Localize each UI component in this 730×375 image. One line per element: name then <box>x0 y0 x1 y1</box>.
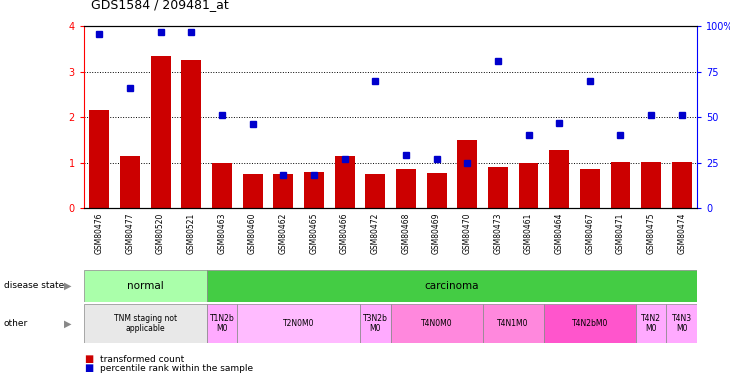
Text: GDS1584 / 209481_at: GDS1584 / 209481_at <box>91 0 229 11</box>
Bar <box>365 174 385 208</box>
Bar <box>84 304 207 343</box>
Text: ▶: ▶ <box>64 318 72 328</box>
Bar <box>641 162 661 208</box>
Text: GSM80463: GSM80463 <box>218 213 226 254</box>
Bar <box>636 304 666 343</box>
Bar <box>457 140 477 208</box>
Text: GSM80471: GSM80471 <box>616 213 625 254</box>
Text: GSM80474: GSM80474 <box>677 213 686 254</box>
Text: ■: ■ <box>84 354 93 364</box>
Bar <box>391 304 483 343</box>
Text: GSM80466: GSM80466 <box>340 213 349 254</box>
Bar <box>549 150 569 208</box>
Text: normal: normal <box>127 281 164 291</box>
Bar <box>488 167 508 208</box>
Text: T4N0M0: T4N0M0 <box>420 319 453 328</box>
Bar <box>212 163 232 208</box>
Text: T4N2bM0: T4N2bM0 <box>572 319 608 328</box>
Text: other: other <box>4 319 28 328</box>
Bar <box>89 110 110 208</box>
Bar <box>150 56 171 208</box>
Bar <box>334 156 355 208</box>
Text: T3N2b
M0: T3N2b M0 <box>363 314 388 333</box>
Text: GSM80476: GSM80476 <box>95 213 104 254</box>
Text: GSM80521: GSM80521 <box>187 213 196 254</box>
Text: T4N1M0: T4N1M0 <box>497 319 529 328</box>
Bar <box>360 304 391 343</box>
Text: TNM staging not
applicable: TNM staging not applicable <box>114 314 177 333</box>
Text: GSM80467: GSM80467 <box>585 213 594 254</box>
Text: GSM80475: GSM80475 <box>647 213 656 254</box>
Text: GSM80469: GSM80469 <box>432 213 441 254</box>
Text: GSM80473: GSM80473 <box>493 213 502 254</box>
Bar <box>426 173 447 208</box>
Bar <box>304 172 324 208</box>
Text: ▶: ▶ <box>64 281 72 291</box>
Text: GSM80460: GSM80460 <box>248 213 257 254</box>
Text: ■: ■ <box>84 363 93 373</box>
Bar <box>580 170 600 208</box>
Bar <box>610 162 631 208</box>
Text: T2N0M0: T2N0M0 <box>283 319 315 328</box>
Bar <box>518 163 539 208</box>
Text: GSM80461: GSM80461 <box>524 213 533 254</box>
Bar <box>84 270 207 302</box>
Text: GSM80468: GSM80468 <box>402 213 410 254</box>
Bar <box>666 304 697 343</box>
Text: T4N2
M0: T4N2 M0 <box>641 314 661 333</box>
Text: percentile rank within the sample: percentile rank within the sample <box>100 364 253 373</box>
Text: GSM80462: GSM80462 <box>279 213 288 254</box>
Bar <box>273 174 293 208</box>
Text: T1N2b
M0: T1N2b M0 <box>210 314 234 333</box>
Text: carcinoma: carcinoma <box>425 281 479 291</box>
Text: GSM80465: GSM80465 <box>310 213 318 254</box>
Bar <box>181 60 201 208</box>
Bar <box>120 156 140 208</box>
Text: transformed count: transformed count <box>100 355 184 364</box>
Text: GSM80472: GSM80472 <box>371 213 380 254</box>
Bar <box>237 304 360 343</box>
Bar <box>207 304 237 343</box>
Bar <box>544 304 636 343</box>
Bar <box>242 174 263 208</box>
Text: disease state: disease state <box>4 281 64 290</box>
Text: GSM80464: GSM80464 <box>555 213 564 254</box>
Text: GSM80477: GSM80477 <box>126 213 134 254</box>
Text: T4N3
M0: T4N3 M0 <box>672 314 692 333</box>
Text: GSM80470: GSM80470 <box>463 213 472 254</box>
Bar <box>483 304 544 343</box>
Bar <box>207 270 697 302</box>
Bar <box>396 170 416 208</box>
Bar <box>672 162 692 208</box>
Text: GSM80520: GSM80520 <box>156 213 165 254</box>
